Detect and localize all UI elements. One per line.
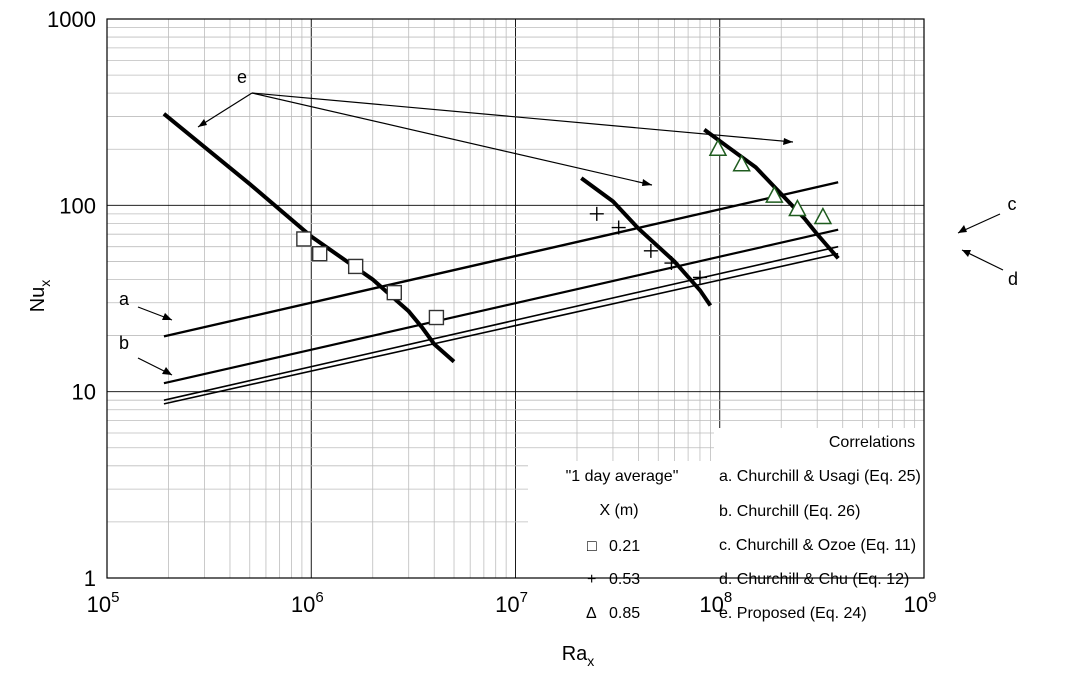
legend-entry-b: b. Churchill (Eq. 26) [719,503,860,520]
arrow-head-e-2 [642,179,652,186]
marker-triangle [813,206,833,225]
y-tick-label: 10 [72,380,96,405]
data-markers [296,138,833,326]
marker-triangle [788,198,807,217]
correlation-line-a [163,181,839,338]
x-tick-label: 106 [291,589,324,617]
marker-plus [589,206,604,221]
plot-frame [106,18,925,579]
proposed-line-segment-2 [580,176,713,307]
marker-triangle [765,185,784,203]
label-c: c [1008,194,1017,214]
x-axis-label: Rax [562,643,595,669]
correlation-line-b [163,228,839,385]
arrow-e-2 [251,92,653,186]
legend-entry-c: c. Churchill & Ozoe (Eq. 11) [719,537,916,554]
label-a: a [119,289,130,309]
y-axis-label-base: Nu [27,287,49,313]
correlation-line-c [163,245,839,401]
y-tick-label: 1000 [47,7,96,32]
proposed-line-segment-3 [703,127,840,260]
label-d: d [1008,269,1018,289]
y-axis-label-sub: x [37,280,53,287]
legend-entry-a: a. Churchill & Usagi (Eq. 25) [719,468,921,485]
arrow-head-c [958,225,967,233]
measured-label-021: 0.21 [609,538,640,555]
x-tick-label: 109 [904,589,937,617]
x-tick-label: 108 [699,589,732,617]
label-e: e [237,67,247,87]
marker-square [428,309,445,326]
arrow-head-e-3 [783,138,793,145]
y-tick-label: 100 [59,193,96,218]
arrow-head-d [962,250,971,257]
label-b: b [119,333,129,353]
marker-square [386,284,402,301]
x-tick-base: 10 [495,592,519,617]
marker-square [312,246,328,262]
measured-label-085: 0.85 [609,605,640,622]
y-axis-label: Nux [27,280,53,313]
x-tick-base: 10 [699,592,723,617]
x-axis-label-sub: x [587,653,594,669]
marker-triangle [708,138,728,156]
arrow-e-3 [251,92,794,143]
measured-symbol-delta: Δ [586,605,597,622]
annotations [137,92,1004,376]
correlation-lines [162,112,840,405]
x-tick-base: 10 [904,592,928,617]
marker-plus [664,256,679,271]
arrow-head-e-1 [198,119,207,127]
correlations-legend-box [714,428,996,591]
marker-square [347,258,364,275]
marker-plus [643,243,658,258]
arrow-heads [162,119,971,375]
legend-entry-d: d. Churchill & Chu (Eq. 12) [719,571,909,588]
x-tick-exponent: 5 [111,589,119,606]
measured-legend-subtitle: X (m) [599,502,638,519]
x-tick-label: 105 [87,589,120,617]
marker-square [296,231,312,247]
x-axis-label-base: Ra [562,643,588,665]
y-tick-label: 1 [84,566,96,591]
legend-entry-e: e. Proposed (Eq. 24) [719,605,867,622]
correlation-line-d [163,252,839,405]
marker-triangle [732,154,751,172]
x-tick-exponent: 6 [315,589,323,606]
arrow-head-b [162,367,172,375]
measured-symbol-plus: + [587,571,596,588]
measured-legend-box [528,461,716,591]
x-tick-base: 10 [87,592,111,617]
x-tick-exponent: 8 [724,589,732,606]
marker-plus [692,270,707,285]
x-tick-exponent: 9 [928,589,936,606]
marker-plus [611,220,626,235]
measured-symbol-square: □ [587,538,597,555]
measured-legend-title: "1 day average" [566,468,679,485]
correlations-legend-title: Correlations [829,434,915,451]
arrow-head-a [162,313,172,320]
x-tick-label: 107 [495,589,528,617]
x-tick-exponent: 7 [520,589,528,606]
arrow-e-1 [197,92,253,128]
measured-label-053: 0.53 [609,571,640,588]
x-tick-base: 10 [291,592,315,617]
